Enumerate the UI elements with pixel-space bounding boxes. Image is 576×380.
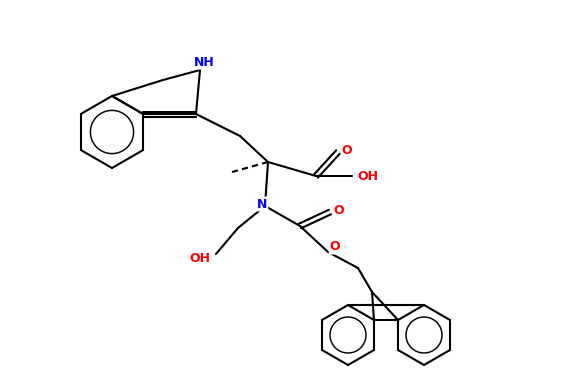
- Text: O: O: [342, 144, 353, 157]
- Text: O: O: [334, 204, 344, 217]
- Text: OH: OH: [358, 169, 378, 182]
- Text: O: O: [329, 241, 340, 253]
- Text: OH: OH: [190, 252, 210, 266]
- Text: N: N: [257, 198, 267, 211]
- Text: NH: NH: [194, 55, 214, 68]
